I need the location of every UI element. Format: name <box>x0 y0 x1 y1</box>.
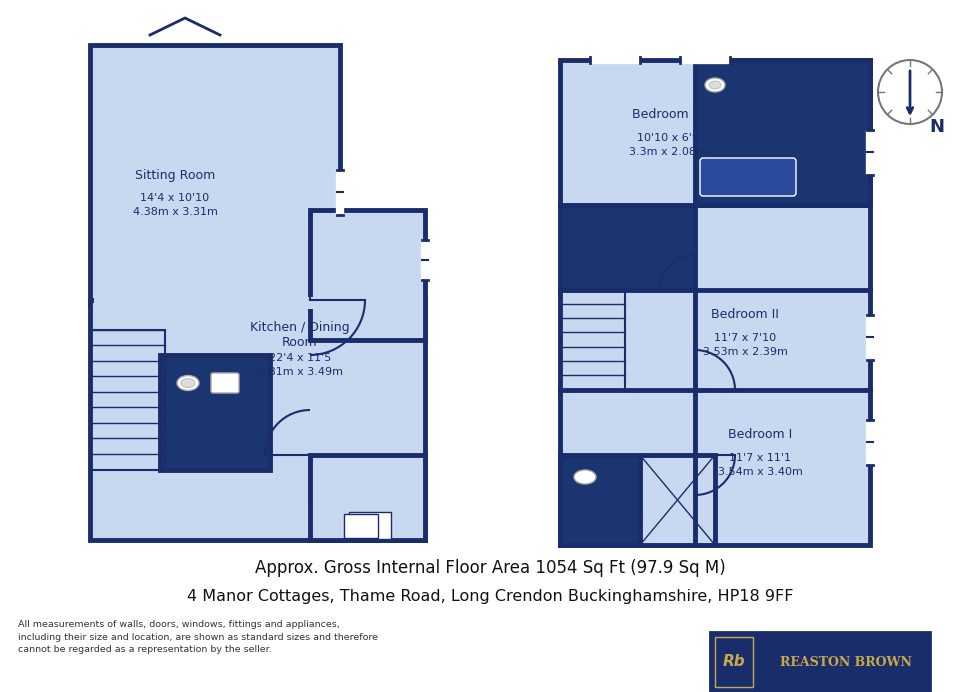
Text: 11'7 x 11'1
3.54m x 3.40m: 11'7 x 11'1 3.54m x 3.40m <box>717 453 803 477</box>
Bar <box>560 60 870 545</box>
Ellipse shape <box>705 78 725 92</box>
Ellipse shape <box>709 81 721 89</box>
Bar <box>160 355 270 470</box>
Bar <box>93 302 336 309</box>
FancyBboxPatch shape <box>700 158 796 196</box>
Ellipse shape <box>177 376 199 390</box>
Bar <box>310 210 425 340</box>
Bar <box>715 637 753 687</box>
Bar <box>90 45 340 305</box>
Text: Sitting Room: Sitting Room <box>135 168 216 181</box>
Bar <box>560 205 695 290</box>
Text: 14'4 x 10'10
4.38m x 3.31m: 14'4 x 10'10 4.38m x 3.31m <box>132 193 218 217</box>
Text: Bedroom III: Bedroom III <box>632 109 704 122</box>
Bar <box>560 455 640 545</box>
Ellipse shape <box>574 470 596 484</box>
Bar <box>93 296 421 304</box>
Text: N: N <box>929 118 945 136</box>
Text: Bedroom II: Bedroom II <box>711 309 779 322</box>
Ellipse shape <box>181 379 195 388</box>
Text: 22'4 x 11'5
6.81m x 3.49m: 22'4 x 11'5 6.81m x 3.49m <box>258 354 342 376</box>
Bar <box>640 455 715 545</box>
Text: 4 Manor Cottages, Thame Road, Long Crendon Buckinghamshire, HP18 9FF: 4 Manor Cottages, Thame Road, Long Crend… <box>187 588 793 603</box>
Bar <box>90 300 425 540</box>
Text: Bedroom I: Bedroom I <box>728 428 792 441</box>
Text: 11'7 x 7'10
3.53m x 2.39m: 11'7 x 7'10 3.53m x 2.39m <box>703 334 788 356</box>
FancyBboxPatch shape <box>344 514 378 538</box>
Text: Rb: Rb <box>722 655 746 669</box>
Bar <box>695 60 870 205</box>
Bar <box>90 330 165 470</box>
Text: REASTON BROWN: REASTON BROWN <box>780 655 911 668</box>
Bar <box>560 290 625 390</box>
Text: 10'10 x 6'9
3.3m x 2.08m: 10'10 x 6'9 3.3m x 2.08m <box>629 134 707 156</box>
Text: All measurements of walls, doors, windows, fittings and appliances,
including th: All measurements of walls, doors, window… <box>18 620 378 654</box>
Bar <box>310 455 425 540</box>
Text: Kitchen / Dining
Room: Kitchen / Dining Room <box>250 320 350 349</box>
FancyBboxPatch shape <box>211 373 239 393</box>
Text: Approx. Gross Internal Floor Area 1054 Sq Ft (97.9 Sq M): Approx. Gross Internal Floor Area 1054 S… <box>255 559 725 577</box>
Bar <box>710 632 930 692</box>
FancyBboxPatch shape <box>349 512 391 539</box>
